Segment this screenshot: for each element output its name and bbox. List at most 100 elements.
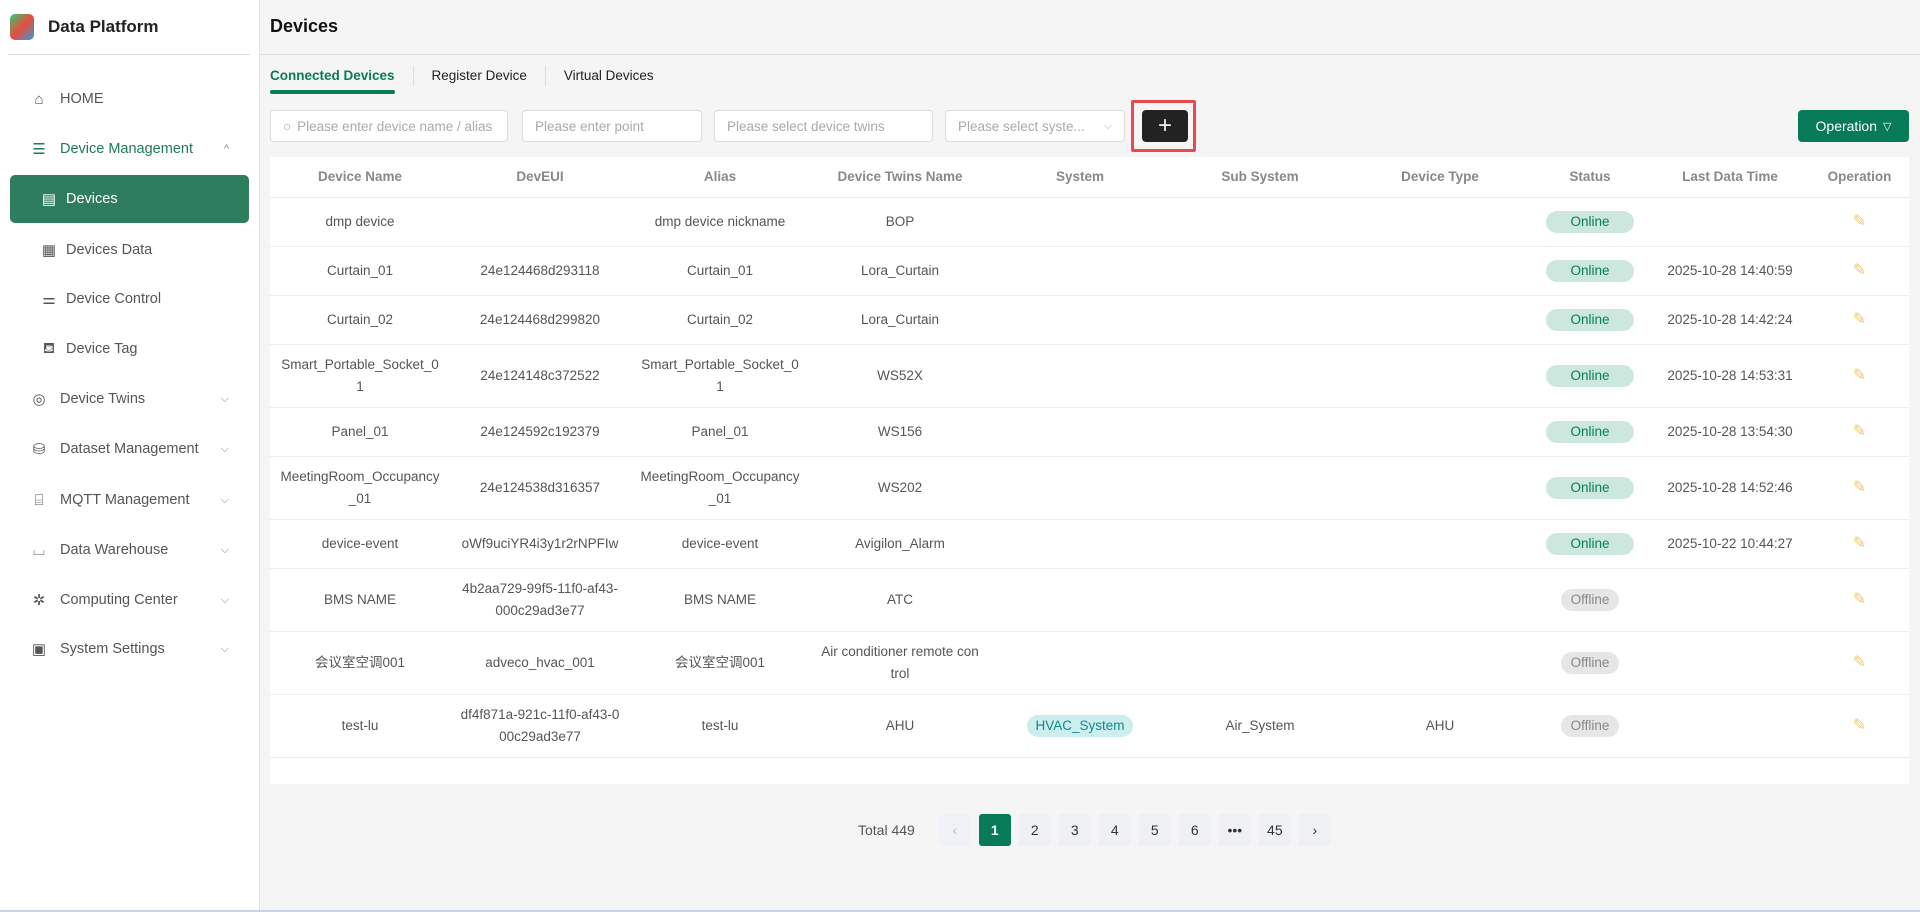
table-row[interactable]: 会议室空调001 adveco_hvac_001 会议室空调001 Air condi… (270, 632, 1909, 695)
table-row[interactable]: Curtain_01 24e124468d293118 Curtain_01 Lora… (270, 247, 1909, 296)
table-row[interactable]: MeetingRoom_Occupancy_01 24e124538d316357… (270, 457, 1909, 520)
add-device-button[interactable]: + (1142, 110, 1188, 142)
sidebar-item-device-management[interactable]: ☰ Device Management ^ (10, 125, 249, 173)
chevron-down-icon[interactable]: ⌵ (220, 593, 229, 606)
alias-cell: Smart_Portable_Socket_01 (641, 357, 799, 394)
device-name-cell: device-event (321, 536, 399, 551)
table-row[interactable]: dmp device dmp device nickname BOP Online ✎ (270, 198, 1909, 247)
edit-icon[interactable]: ✎ (1852, 591, 1867, 608)
tabs: Connected Devices Register Device Virtua… (270, 66, 672, 94)
table-row[interactable]: device-event oWf9uciYR4i3y1r2rNPFIw device… (270, 520, 1909, 569)
edit-icon[interactable]: ✎ (1852, 717, 1867, 734)
sidebar-item-label: Dataset Management (60, 441, 199, 457)
device-type-cell (1350, 213, 1530, 231)
edit-icon[interactable]: ✎ (1852, 535, 1867, 552)
edit-icon[interactable]: ✎ (1852, 262, 1867, 279)
sub-system-cell (1170, 479, 1350, 497)
device-name-cell: Smart_Portable_Socket_01 (281, 357, 439, 394)
table-row[interactable]: BMS NAME 4b2aa729-99f5-11f0-af43-000c29ad… (270, 569, 1909, 632)
operation-cell: ✎ (1810, 412, 1909, 452)
sidebar-item-computing-center[interactable]: ✲ Computing Center ⌵ (10, 576, 249, 624)
chevron-down-icon[interactable]: ⌵ (220, 642, 229, 655)
more-pages-button[interactable]: ••• (1218, 814, 1251, 846)
system-cell (990, 654, 1170, 672)
divider (8, 54, 250, 55)
device-list-icon: ▤ (41, 191, 57, 208)
dev-eui-cell: 24e124148c372522 (480, 368, 600, 383)
column-header-status: Status (1569, 169, 1611, 184)
status-cell: Online (1530, 251, 1650, 291)
sidebar-item-devices-data[interactable]: ▦ Devices Data (10, 226, 249, 274)
sidebar-item-home[interactable]: ⌂ HOME (10, 75, 249, 123)
database-icon: ⛁ (32, 441, 46, 458)
operation-button[interactable]: Operation ▽ (1798, 110, 1909, 142)
tab-virtual-devices[interactable]: Virtual Devices (544, 66, 672, 86)
table-row[interactable]: Smart_Portable_Socket_01 24e124148c372522… (270, 345, 1909, 408)
edit-icon[interactable]: ✎ (1852, 311, 1867, 328)
page-6-button[interactable]: 6 (1178, 814, 1211, 846)
prev-page-button[interactable]: ‹ (938, 814, 971, 846)
page-1-button[interactable]: 1 (978, 814, 1011, 846)
sidebar-item-data-warehouse[interactable]: ⌴ Data Warehouse ⌵ (10, 526, 249, 574)
operation-cell: ✎ (1810, 706, 1909, 746)
status-cell: Offline (1530, 643, 1650, 683)
sidebar-item-system-settings[interactable]: ▣ System Settings ⌵ (10, 625, 249, 673)
sub-system-cell (1170, 311, 1350, 329)
system-select[interactable]: Please select syste... ⌵ (945, 110, 1125, 142)
last-data-time-cell: 2025-10-28 14:53:31 (1667, 368, 1793, 383)
last-data-time-cell: 2025-10-28 14:52:46 (1667, 480, 1793, 495)
table-row[interactable]: Curtain_02 24e124468d299820 Curtain_02 Lora… (270, 296, 1909, 345)
table-row[interactable]: Panel_01 24e124592c192379 Panel_01 WS156 Onl… (270, 408, 1909, 457)
device-twins-name-cell: Air conditioner remote control (821, 644, 979, 681)
page-4-button[interactable]: 4 (1098, 814, 1131, 846)
sidebar-item-mqtt-management[interactable]: ⌸ MQTT Management ⌵ (10, 476, 249, 524)
search-input[interactable] (297, 118, 495, 134)
page-2-button[interactable]: 2 (1018, 814, 1051, 846)
device-twins-name-cell: WS202 (877, 480, 923, 495)
dev-eui-cell: 24e124468d293118 (480, 263, 600, 278)
sidebar-item-device-control[interactable]: ⚌ Device Control (10, 275, 249, 323)
device-twins-name-cell: ATC (887, 592, 913, 607)
device-name-cell: Curtain_01 (326, 263, 394, 278)
page-45-button[interactable]: 45 (1258, 814, 1291, 846)
last-data-time-cell: 2025-10-28 13:54:30 (1667, 424, 1793, 439)
sidebar-item-dataset-management[interactable]: ⛁ Dataset Management ⌵ (10, 425, 249, 473)
edit-icon[interactable]: ✎ (1852, 479, 1867, 496)
last-data-time-cell (1650, 717, 1810, 735)
chevron-down-icon[interactable]: ⌵ (220, 442, 229, 455)
edit-icon[interactable]: ✎ (1852, 367, 1867, 384)
tab-register-device[interactable]: Register Device (412, 66, 545, 86)
alias-cell: BMS NAME (683, 592, 756, 607)
alias-cell: Curtain_01 (686, 263, 754, 278)
point-field[interactable] (522, 110, 702, 142)
device-twins-select[interactable]: Please select device twins (714, 110, 933, 142)
device-name-search[interactable]: ○ (270, 110, 508, 142)
alias-cell: device-event (681, 536, 759, 551)
edit-icon[interactable]: ✎ (1852, 423, 1867, 440)
sidebar-item-label: Device Management (60, 141, 193, 157)
device-type-cell: AHU (1425, 718, 1455, 733)
sidebar-item-device-twins[interactable]: ◎ Device Twins ⌵ (10, 375, 249, 423)
column-header-alias: Alias (703, 169, 737, 184)
column-header-device-twins-name: Device Twins Name (837, 169, 963, 184)
chevron-down-icon[interactable]: ⌵ (220, 392, 229, 405)
tab-connected-devices[interactable]: Connected Devices (270, 66, 413, 94)
chevron-down-icon[interactable]: ⌵ (220, 493, 229, 506)
sidebar-item-device-tag[interactable]: ⛾ Device Tag (10, 325, 249, 373)
sidebar-item-devices[interactable]: ▤ Devices (10, 175, 249, 223)
point-input[interactable] (535, 118, 689, 134)
chevron-up-icon[interactable]: ^ (223, 143, 229, 155)
plus-icon: + (1157, 112, 1172, 139)
page-5-button[interactable]: 5 (1138, 814, 1171, 846)
dev-eui-cell: 24e124592c192379 (480, 424, 600, 439)
sidebar-item-label: Devices Data (66, 242, 153, 258)
page-3-button[interactable]: 3 (1058, 814, 1091, 846)
status-badge: Online (1546, 365, 1634, 387)
table-row[interactable]: test-lu df4f871a-921c-11f0-af43-000c29ad3… (270, 695, 1909, 758)
edit-icon[interactable]: ✎ (1852, 654, 1867, 671)
next-page-button[interactable]: › (1298, 814, 1331, 846)
operation-cell: ✎ (1810, 251, 1909, 291)
edit-icon[interactable]: ✎ (1852, 213, 1867, 230)
system-placeholder: Please select syste... (958, 118, 1085, 134)
chevron-down-icon[interactable]: ⌵ (220, 543, 229, 556)
